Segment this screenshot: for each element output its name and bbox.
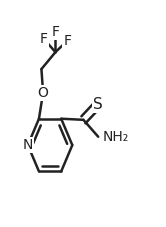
Text: S: S <box>93 96 103 111</box>
Text: F: F <box>64 34 72 47</box>
Text: N: N <box>23 138 33 152</box>
Text: O: O <box>38 86 48 100</box>
Text: F: F <box>51 25 59 39</box>
Text: F: F <box>40 32 48 46</box>
Text: NH₂: NH₂ <box>102 130 129 144</box>
